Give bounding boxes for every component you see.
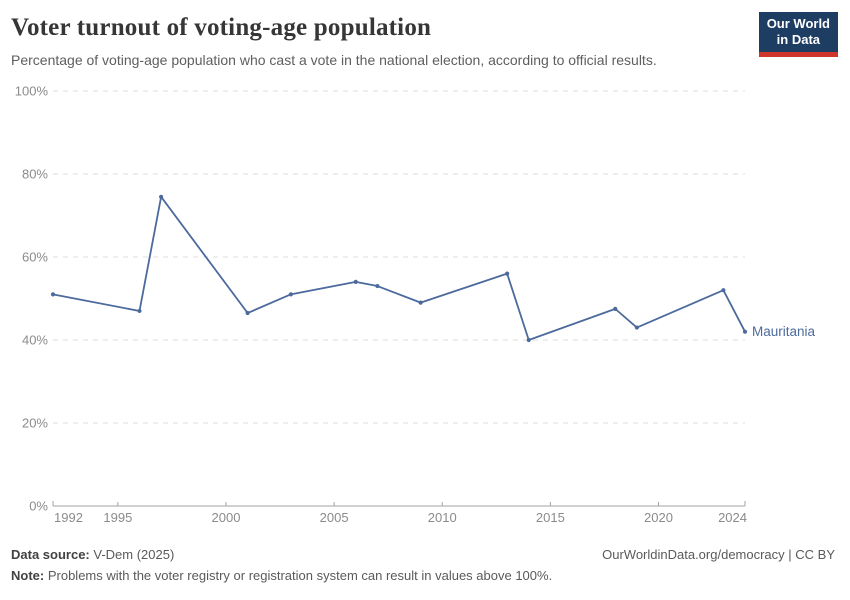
turnout-line[interactable] [52,195,746,341]
entity-label[interactable]: Mauritania [752,324,816,339]
data-point[interactable] [613,306,618,311]
x-tick-label: 2024 [718,510,747,525]
x-tick-label: 2000 [212,510,241,525]
data-point[interactable] [50,292,56,297]
data-point[interactable] [418,300,423,305]
x-tick-label: 2010 [428,510,457,525]
data-point[interactable] [721,288,726,293]
note-value: Problems with the voter registry or regi… [47,568,553,583]
y-tick-label: 0% [29,499,48,514]
data-point[interactable] [137,308,142,314]
data-point[interactable] [375,283,380,289]
data-point[interactable] [245,310,250,316]
owid-logo-line2: in Data [776,32,821,47]
data-point[interactable] [526,337,531,343]
data-point[interactable] [159,194,164,199]
chart-subtitle: Percentage of voting-age population who … [11,52,657,68]
data-source-label: Data source: [11,547,90,562]
owid-logo-line1: Our World [766,16,830,31]
x-tick-label: 2015 [536,510,565,525]
y-tick-label: 80% [22,167,48,182]
page-title: Voter turnout of voting-age population [11,14,432,41]
y-tick-label: 60% [22,250,48,265]
data-source-value: V-Dem (2025) [93,547,175,562]
data-point[interactable] [634,325,639,330]
data-point[interactable] [288,292,293,297]
chart-note: Note: Problems with the voter registry o… [11,568,835,583]
line-chart[interactable]: 0% 20% 40% 60% 80% 100% 1992 1995 2000 2005 2010 20… [0,80,850,540]
license-link[interactable]: OurWorldinData.org/democracy | CC BY [602,547,835,562]
data-point[interactable] [742,329,748,334]
note-label: Note: [11,568,45,583]
x-tick-label: 2005 [320,510,349,525]
data-point[interactable] [505,271,510,276]
y-tick-label: 40% [22,333,48,348]
x-tick-label: 1995 [103,510,132,525]
y-tick-label: 20% [22,416,48,431]
x-tick-label: 2020 [644,510,673,525]
data-source: Data source: V-Dem (2025) [11,547,174,562]
y-tick-label: 100% [15,84,49,99]
data-point[interactable] [353,279,358,284]
x-tick-label: 1992 [54,510,83,525]
owid-logo: Our World in Data [758,12,838,57]
